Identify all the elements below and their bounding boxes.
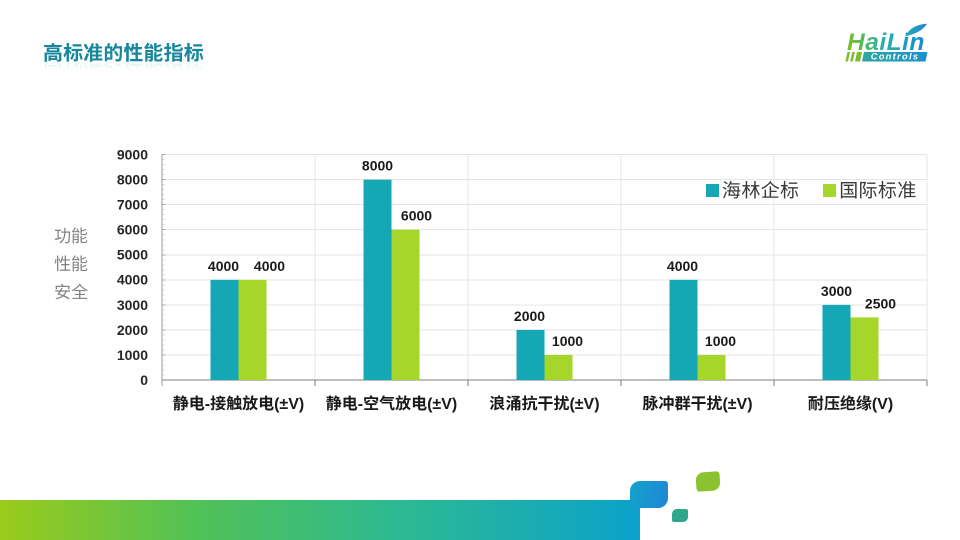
y-tick-label: 0	[140, 372, 148, 388]
deco-square-blue	[630, 481, 668, 508]
legend-swatch-icon	[823, 183, 837, 197]
bar-s0-c1	[363, 179, 392, 380]
y-tick-label: 6000	[117, 222, 148, 238]
value-label: 1000	[552, 333, 583, 349]
y-tick-label: 9000	[117, 147, 148, 163]
legend-entry-1[interactable]: 国际标准	[823, 178, 916, 202]
y-tick-label: 5000	[117, 247, 148, 263]
category-label: 浪涌抗干扰(±V)	[489, 390, 599, 414]
bar-s1-c4	[850, 317, 879, 380]
bar-s1-c3	[697, 354, 726, 380]
y-tick-label: 7000	[117, 197, 148, 213]
category-label: 静电-接触放电(±V)	[173, 390, 304, 414]
value-label: 2000	[514, 308, 545, 324]
category-label: 静电-空气放电(±V)	[326, 390, 457, 414]
legend-entry-0[interactable]: 海林企标	[706, 178, 799, 202]
y-axis-title: 功能 性能 安全	[54, 222, 88, 303]
legend-swatch-icon	[706, 183, 719, 197]
deco-square-green	[695, 471, 721, 492]
bar-s0-c2	[516, 329, 545, 380]
value-label: 4000	[667, 258, 698, 274]
y-tick-label: 2000	[117, 322, 148, 338]
bottom-ribbon	[0, 500, 640, 540]
slide-title: 高标准的性能指标	[43, 37, 204, 66]
bar-s0-c4	[822, 304, 851, 380]
bar-chart: 0 1000 2000 3000 4000 5000 6000 7000 8000 9000 400…	[54, 147, 928, 414]
value-label: 6000	[401, 208, 432, 224]
legend-label: 海林企标	[722, 176, 800, 203]
bar-s1-c0	[238, 279, 267, 380]
bar-s1-c1	[391, 229, 420, 380]
value-label: 3000	[821, 283, 852, 299]
hailin-logo: HaiLin Controls	[845, 23, 928, 62]
category-label: 脉冲群干扰(±V)	[642, 390, 752, 414]
category-label: 耐压绝缘(V)	[808, 390, 893, 414]
y-tick-label: 1000	[117, 347, 148, 363]
value-label: 4000	[208, 258, 239, 274]
logo-stripes	[845, 52, 863, 62]
logo-leaf-icon	[905, 23, 927, 37]
chart-legend: 海林企标 国际标准	[706, 178, 916, 202]
y-tick-label: 4000	[117, 272, 148, 288]
legend-label: 国际标准	[839, 176, 917, 203]
logo-tagline-text: Controls	[871, 52, 920, 62]
value-label: 2500	[865, 295, 896, 311]
value-label: 8000	[362, 158, 393, 174]
y-tick-label: 3000	[117, 297, 148, 313]
bar-s0-c0	[210, 279, 239, 380]
value-label: 4000	[254, 258, 285, 274]
value-label: 1000	[705, 333, 736, 349]
bar-s0-c3	[669, 279, 698, 380]
bar-s1-c2	[544, 354, 573, 380]
deco-square-jade	[672, 509, 688, 522]
logo-tagline-band	[862, 52, 928, 62]
chart-plot-area: 0 1000 2000 3000 4000 5000 6000 7000 8000 9000 400…	[117, 147, 928, 414]
y-tick-label: 8000	[117, 172, 148, 188]
